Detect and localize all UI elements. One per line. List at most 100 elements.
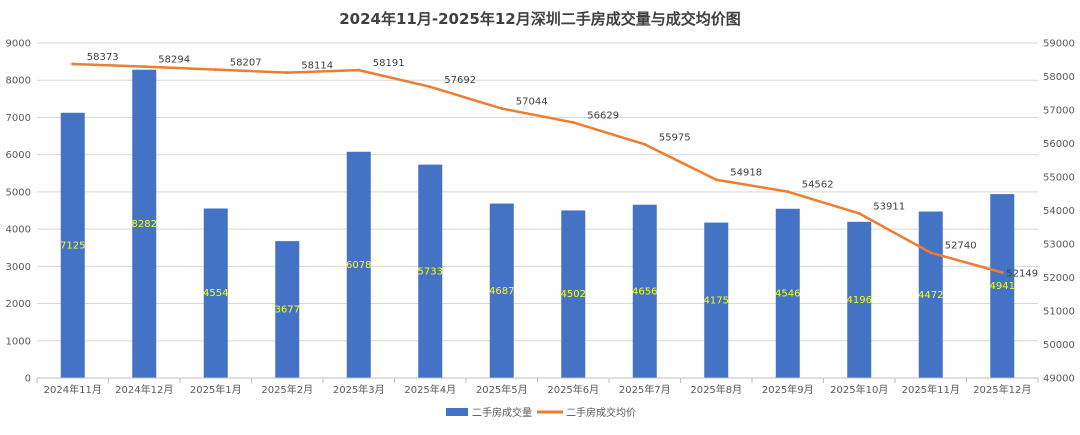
line-data-label: 58191 (373, 58, 405, 69)
left-tick-label: 0 (25, 374, 31, 385)
bar-data-label: 8282 (132, 219, 157, 230)
left-tick-label: 1000 (6, 336, 31, 347)
bar (775, 208, 800, 378)
bar-data-label: 4175 (704, 295, 729, 306)
line-data-label: 54562 (802, 180, 834, 191)
bar (632, 204, 657, 378)
line-point (214, 68, 218, 72)
line-point (142, 65, 146, 69)
bar-data-label: 4472 (918, 290, 943, 301)
x-tick-label: 2025年10月 (830, 383, 888, 396)
left-tick-label: 9000 (6, 39, 31, 50)
price-line (72, 62, 1003, 274)
left-tick-label: 3000 (6, 262, 31, 273)
bar (132, 69, 157, 378)
line-data-label: 57692 (444, 75, 476, 86)
line-point (357, 68, 361, 72)
right-tick-label: 49000 (1043, 374, 1075, 385)
bar-data-label: 4656 (632, 286, 657, 297)
bar-data-label: 4196 (847, 295, 872, 306)
line-data-label: 54918 (730, 168, 762, 179)
bar-data-label: 3677 (275, 305, 300, 316)
bar-data-label: 4687 (489, 286, 514, 297)
line-data-label: 58294 (158, 55, 190, 66)
line-data-label: 53911 (873, 201, 905, 212)
x-tick-label: 2025年4月 (404, 383, 456, 396)
bar-data-label: 4554 (203, 288, 228, 299)
line-point (571, 120, 575, 124)
legend[interactable]: 二手房成交量 二手房成交均价 (446, 406, 636, 419)
line-data-label: 55975 (659, 132, 691, 143)
bar (847, 221, 872, 378)
line-data-label: 52149 (1006, 269, 1038, 280)
x-tick-label: 2025年6月 (547, 383, 599, 396)
left-tick-label: 5000 (6, 187, 31, 198)
x-tick-label: 2025年5月 (476, 383, 528, 396)
left-tick-label: 6000 (6, 150, 31, 161)
x-tick-label: 2025年8月 (690, 383, 742, 396)
right-tick-label: 52000 (1043, 273, 1075, 284)
legend-bar-label[interactable]: 二手房成交量 (472, 406, 532, 419)
line-point (714, 178, 718, 182)
right-tick-label: 53000 (1043, 240, 1075, 251)
left-tick-label: 7000 (6, 113, 31, 124)
bar (918, 211, 943, 378)
x-tick-label: 2024年11月 (44, 383, 102, 396)
right-tick-label: 55000 (1043, 173, 1075, 184)
bar-data-label: 6078 (346, 260, 371, 271)
bar (346, 151, 371, 378)
bar (203, 208, 228, 378)
bar-data-label: 7125 (60, 240, 85, 251)
line-point (929, 251, 933, 255)
line-data-label: 58114 (301, 61, 333, 72)
bar-data-label: 5733 (418, 266, 443, 277)
line-point (643, 142, 647, 146)
right-tick-label: 56000 (1043, 139, 1075, 150)
line-series: 58373 58294 58207 58114 58191 57692 57044 56629… (71, 52, 1038, 280)
right-tick-label: 50000 (1043, 340, 1075, 351)
x-tick-label: 2025年2月 (261, 383, 313, 396)
line-data-label: 58207 (230, 58, 262, 69)
right-y-axis: 49000 50000 51000 52000 53000 54000 55000 56000… (1043, 39, 1075, 385)
right-tick-label: 58000 (1043, 72, 1075, 83)
left-tick-label: 2000 (6, 299, 31, 310)
bar (60, 112, 85, 379)
line-point (500, 107, 504, 111)
right-tick-label: 51000 (1043, 307, 1075, 318)
line-point (1000, 271, 1004, 275)
line-point (786, 190, 790, 194)
line-data-label: 52740 (945, 241, 977, 252)
bar (418, 164, 443, 378)
line-point (285, 71, 289, 75)
bar-data-label: 4502 (561, 289, 586, 300)
x-tick-label: 2024年12月 (115, 383, 173, 396)
right-tick-label: 54000 (1043, 206, 1075, 217)
legend-line-label[interactable]: 二手房成交均价 (566, 406, 636, 419)
right-tick-label: 59000 (1043, 39, 1075, 50)
x-axis: 2024年11月 2024年12月 2025年1月 2025年2月 2025年3月 202… (36, 377, 1039, 396)
bar-data-label: 4941 (990, 281, 1015, 292)
x-tick-label: 2025年12月 (973, 383, 1031, 396)
line-point (428, 85, 432, 89)
left-y-axis: 0 1000 2000 3000 4000 5000 6000 7000 8000 9000 (6, 39, 31, 385)
x-tick-label: 2025年9月 (762, 383, 814, 396)
line-point (71, 62, 75, 66)
bar (561, 210, 586, 378)
legend-bar-swatch (446, 408, 468, 416)
line-data-label: 58373 (87, 52, 119, 63)
bar (704, 222, 729, 378)
bar-series: 7125 8282 4554 3677 6078 5733 4687 4502 4656 4175… (60, 69, 1015, 379)
bar (990, 194, 1015, 378)
line-point (857, 211, 861, 215)
bar (489, 203, 514, 378)
line-data-label: 56629 (587, 110, 619, 121)
bar-data-label: 4546 (775, 288, 800, 299)
bar (275, 241, 300, 378)
x-tick-label: 2025年3月 (333, 383, 385, 396)
right-tick-label: 57000 (1043, 106, 1075, 117)
x-tick-label: 2025年11月 (902, 383, 960, 396)
x-tick-label: 2025年7月 (619, 383, 671, 396)
chart-title: 2024年11月-2025年12月深圳二手房成交量与成交均价图 (339, 10, 740, 28)
